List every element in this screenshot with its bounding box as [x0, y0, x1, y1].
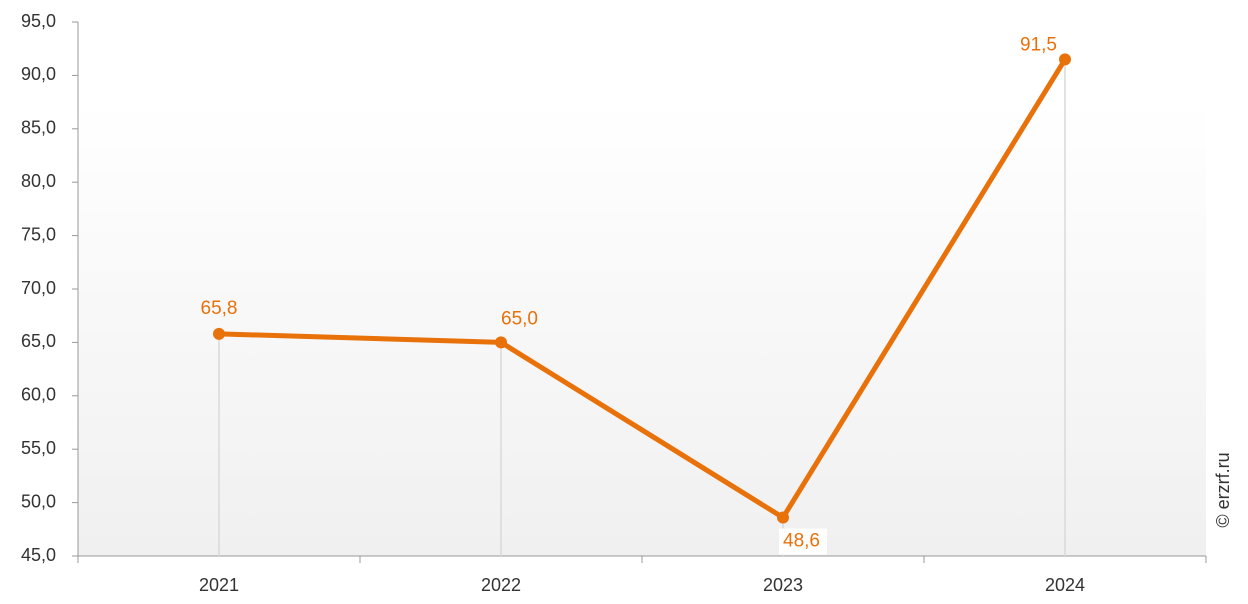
plot-background: [78, 100, 1206, 556]
label-background: [779, 528, 827, 555]
y-tick-label: 60,0: [21, 385, 56, 405]
y-tick-label: 80,0: [21, 171, 56, 191]
line: [218, 58, 1068, 521]
x-tick-label: 2024: [1045, 575, 1085, 595]
value-label: 65,0: [501, 308, 538, 329]
value-label: 65,8: [201, 298, 238, 319]
y-tick-label: 70,0: [21, 278, 56, 298]
x-tick-label: 2023: [763, 575, 803, 595]
x-tick-label: 2021: [199, 575, 239, 595]
point: [777, 511, 789, 524]
y-tick-label: 50,0: [21, 491, 56, 511]
value-label: 48,6: [783, 531, 820, 552]
y-tick-label: 85,0: [21, 118, 56, 138]
y-tick-label: 65,0: [21, 331, 56, 351]
y-tick-label: 90,0: [21, 64, 56, 84]
y-tick-label: 45,0: [21, 545, 56, 565]
y-tick-label: 75,0: [21, 224, 56, 244]
y-tick-label: 55,0: [21, 438, 56, 458]
point: [213, 327, 225, 340]
point: [1059, 53, 1071, 66]
y-tick-label: 95,0: [21, 11, 56, 31]
point: [495, 336, 507, 349]
x-tick-label: 2022: [481, 575, 521, 595]
value-label: 91,5: [1020, 34, 1057, 55]
watermark: © erzrf.ru: [1213, 452, 1233, 527]
